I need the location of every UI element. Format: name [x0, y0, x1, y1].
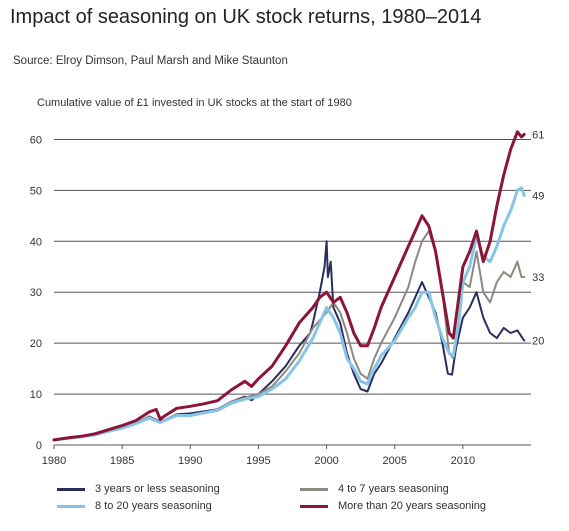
end-label-1: 20: [532, 336, 544, 348]
y-tick-label-0: 0: [36, 440, 42, 452]
chart-source: Source: Elroy Dimson, Paul Marsh and Mik…: [13, 55, 288, 67]
end-label-2: 33: [532, 272, 544, 284]
end-label-4: 61: [532, 129, 544, 141]
legend-swatch-1: [57, 487, 85, 491]
y-tick-label-60: 60: [30, 134, 42, 146]
legend-label-2: 4 to 7 years seasoning: [338, 483, 449, 495]
chart-title: Impact of seasoning on UK stock returns,…: [10, 6, 482, 28]
y-tick-label-30: 30: [30, 287, 42, 299]
series-line-4: [52, 130, 526, 442]
y-tick-label-40: 40: [30, 236, 42, 248]
x-tick-label-2005: 2005: [382, 455, 406, 467]
legend-item-4: More than 20 years seasoning: [300, 500, 486, 512]
legend: 3 years or less seasoning 4 to 7 years se…: [0, 480, 569, 520]
y-tick-label-20: 20: [30, 338, 42, 350]
end-label-3: 49: [532, 190, 544, 202]
x-tick-label-2000: 2000: [314, 455, 338, 467]
legend-item-3: 8 to 20 years seasoning: [57, 500, 212, 512]
x-tick-label-1995: 1995: [246, 455, 270, 467]
y-tick-label-50: 50: [30, 185, 42, 197]
y-tick-label-10: 10: [30, 389, 42, 401]
chart-subtitle: Cumulative value of £1 invested in UK st…: [37, 97, 352, 109]
legend-swatch-2: [300, 487, 328, 491]
legend-label-4: More than 20 years seasoning: [338, 500, 486, 512]
x-tick-label-1985: 1985: [110, 455, 134, 467]
legend-swatch-4: [300, 504, 328, 508]
x-tick-label-1980: 1980: [42, 455, 66, 467]
x-tick-label-2010: 2010: [451, 455, 475, 467]
x-tick-label-1990: 1990: [178, 455, 202, 467]
legend-label-3: 8 to 20 years seasoning: [95, 500, 212, 512]
legend-label-1: 3 years or less seasoning: [95, 483, 220, 495]
legend-swatch-3: [57, 504, 85, 508]
legend-item-2: 4 to 7 years seasoning: [300, 483, 449, 495]
series-line-3: [52, 186, 526, 442]
legend-item-1: 3 years or less seasoning: [57, 483, 220, 495]
